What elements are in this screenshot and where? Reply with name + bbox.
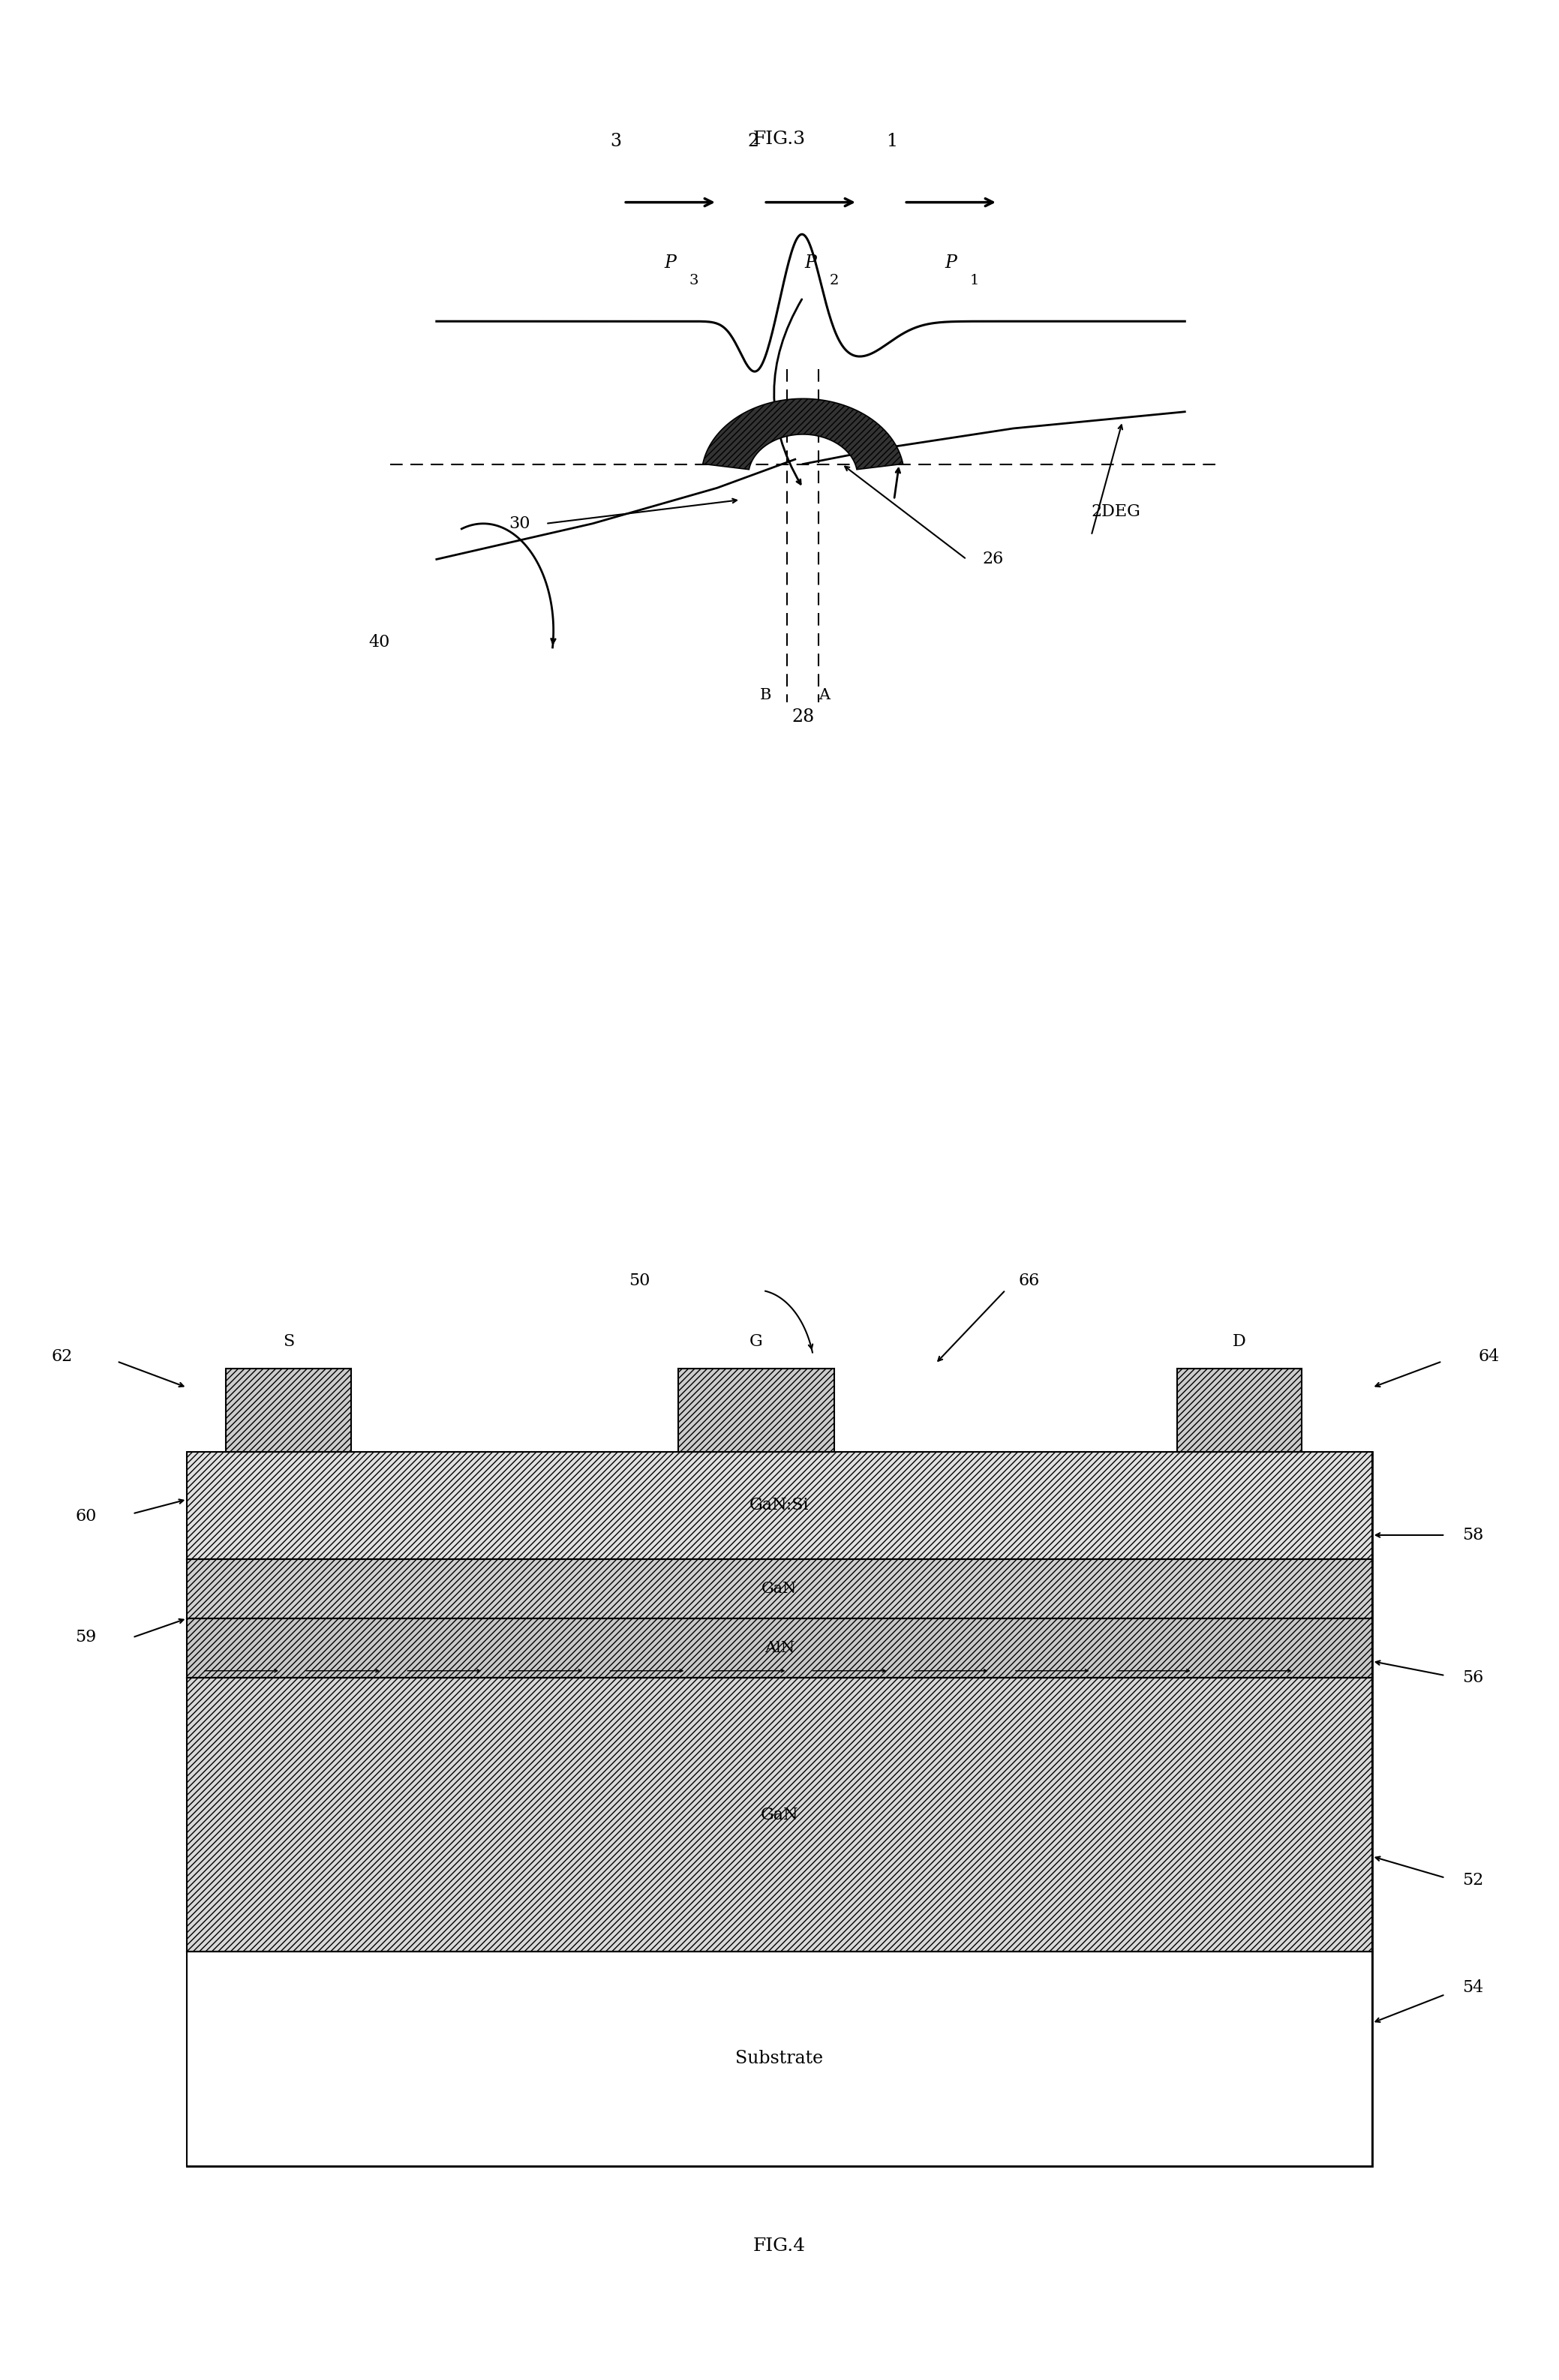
Text: 2: 2	[829, 274, 839, 288]
Text: 1: 1	[886, 133, 898, 150]
Text: 3: 3	[689, 274, 698, 288]
Text: GaN:Si: GaN:Si	[750, 1497, 809, 1514]
Bar	[187, 1452, 1372, 2166]
Polygon shape	[703, 400, 903, 469]
Text: 28: 28	[792, 709, 814, 726]
Text: P: P	[945, 255, 957, 271]
Text: 1: 1	[970, 274, 979, 288]
Text: D: D	[1233, 1333, 1246, 1349]
Text: 60: 60	[75, 1509, 97, 1523]
Text: FIG.3: FIG.3	[753, 131, 806, 148]
Bar	[678, 1368, 834, 1452]
Text: 56: 56	[1462, 1671, 1484, 1685]
Text: 2DEG: 2DEG	[1091, 505, 1141, 519]
Text: 40: 40	[368, 635, 390, 650]
Bar	[187, 1452, 1372, 1559]
Bar	[187, 1618, 1372, 1678]
Text: 26: 26	[982, 552, 1004, 566]
Text: S: S	[282, 1333, 295, 1349]
Text: 62: 62	[51, 1349, 73, 1364]
Text: GaN: GaN	[762, 1583, 797, 1595]
Text: 58: 58	[1462, 1528, 1484, 1542]
Text: 30: 30	[508, 516, 530, 531]
Text: P: P	[804, 255, 817, 271]
Bar	[226, 1368, 351, 1452]
Text: P: P	[664, 255, 677, 271]
Text: G: G	[750, 1333, 762, 1349]
Bar	[187, 1952, 1372, 2166]
Text: GaN: GaN	[761, 1806, 798, 1823]
Text: FIG.4: FIG.4	[753, 2237, 806, 2254]
Bar	[187, 1559, 1372, 1618]
Bar	[187, 1678, 1372, 1952]
Text: 64: 64	[1478, 1349, 1500, 1364]
Text: 50: 50	[628, 1273, 650, 1288]
Text: AlN: AlN	[764, 1642, 795, 1654]
Text: 2: 2	[747, 133, 759, 150]
Text: 52: 52	[1462, 1873, 1484, 1887]
Text: A: A	[818, 688, 829, 702]
Text: 3: 3	[610, 133, 622, 150]
Text: 66: 66	[1018, 1273, 1040, 1288]
Text: B: B	[761, 688, 772, 702]
Text: Substrate: Substrate	[736, 2049, 823, 2068]
Text: 59: 59	[75, 1630, 97, 1645]
Text: 54: 54	[1462, 1980, 1484, 1994]
Bar	[1177, 1368, 1302, 1452]
